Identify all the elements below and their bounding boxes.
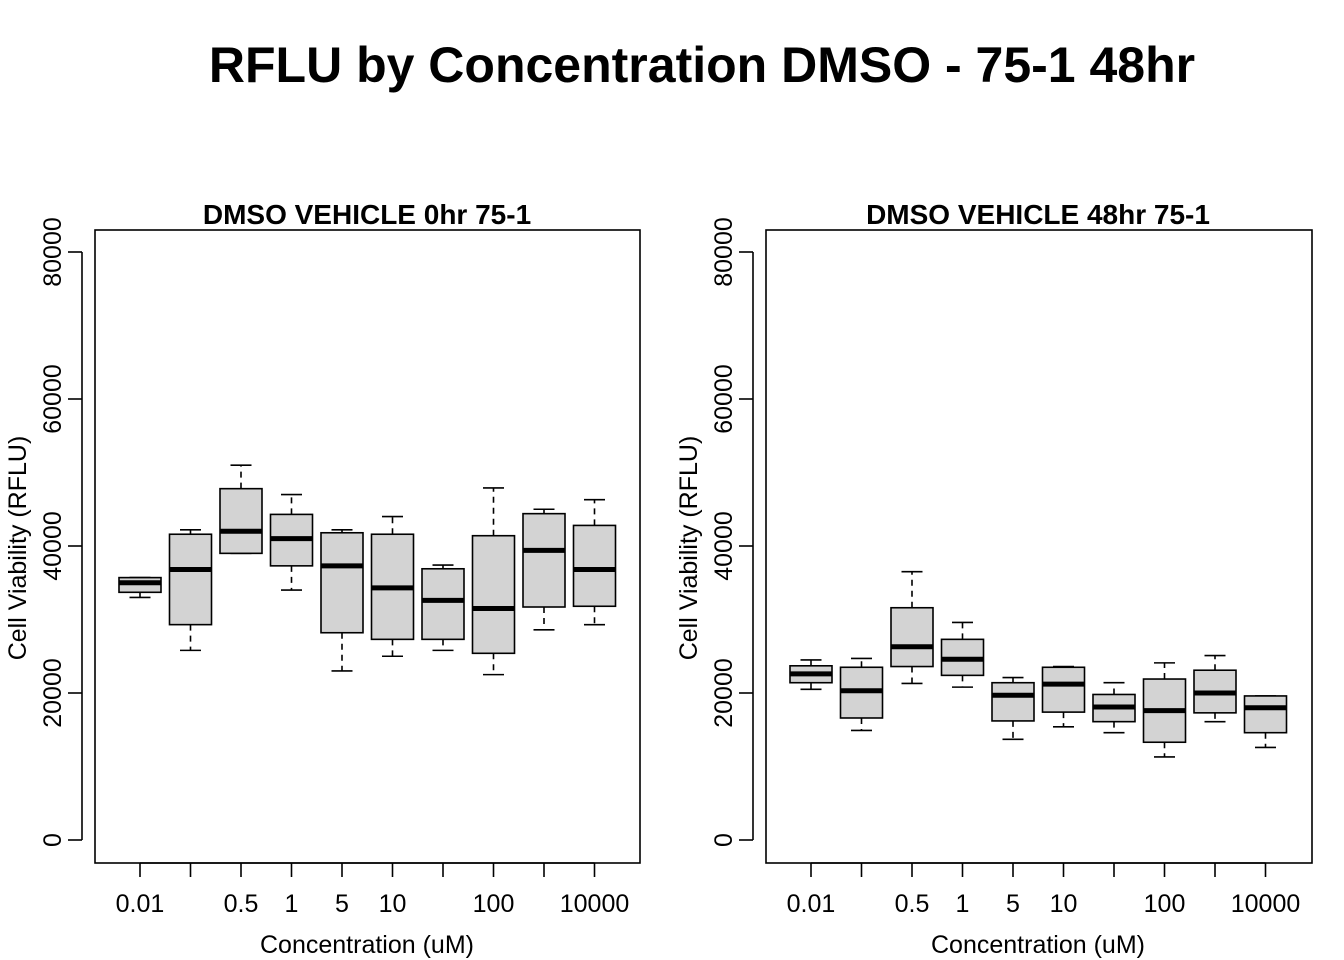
panel-48hr-boxes [789,570,1288,758]
panel-0hr-box-0.1 [168,529,213,652]
panel-0hr-x-tick-label: 100 [473,890,515,918]
panel-48hr-x-tick-label: 5 [1006,890,1020,918]
panel-0hr-x-tick-label: 10 [379,890,407,918]
panel-0hr-x-tick-label: 10000 [560,890,630,918]
box-iqr [219,487,263,555]
box-iqr [168,533,213,626]
panel-48hr-x-axis-label: Concentration (uM) [931,931,1145,959]
panel-0hr-box-1 [269,493,314,591]
panel-0hr-x-tick-label: 1 [285,890,299,918]
panel-0hr-title: DMSO VEHICLE 0hr 75-1 [203,199,531,230]
panel-48hr-y-tick-label: 0 [710,833,738,847]
panel-48hr-box-100 [1142,662,1187,758]
panel-0hr-boxes [118,464,617,676]
box-iqr [471,534,516,655]
panel-0hr-x-tick-label: 5 [335,890,349,918]
panel-48hr-x-tick-label: 1 [956,890,970,918]
panel-0hr-y-axis: 0 20000 40000 60000 80000 [39,217,83,847]
panel-48hr-title: DMSO VEHICLE 48hr 75-1 [866,199,1210,230]
box-iqr [991,681,1035,722]
panel-48hr-box-0.1 [839,657,884,732]
panel-0hr-x-axis: 0.01 0.5 1 5 10 100 10000 [116,862,630,918]
panel-48hr-y-axis: 0 20000 40000 60000 80000 [710,217,754,847]
panel-48hr-box-0.5 [890,570,934,685]
panel-48hr-box-5 [991,676,1035,741]
panel-0hr-y-tick-label: 60000 [39,364,67,434]
panel-48hr-y-tick-label: 20000 [710,658,738,728]
panel-48hr-y-axis-label: Cell Viability (RFLU) [675,436,703,661]
box-iqr [320,531,364,634]
panel-0hr-box-100 [471,487,516,676]
panel-0hr-y-tick-label: 80000 [39,217,67,287]
panel-48hr-box-1 [940,621,985,688]
panel-48hr-y-tick-label: 60000 [710,364,738,434]
panel-0hr-box-0.5 [219,464,263,555]
panel-0hr-x-tick-label: 0.5 [224,890,259,918]
panel-48hr-x-tick-label: 10000 [1231,890,1301,918]
panel-48hr-box-1000 [1193,654,1237,723]
panel-48hr-y-tick-label: 80000 [710,217,738,287]
box-iqr [421,567,465,641]
panel-48hr-box-10 [1041,665,1086,728]
panel-48hr-box-50 [1092,681,1136,734]
panel-48hr-x-tick-label: 10 [1050,890,1078,918]
box-iqr [1041,666,1086,713]
panel-0hr-y-tick-label: 20000 [39,658,67,728]
panel-0hr-x-axis-label: Concentration (uM) [260,931,474,959]
panel-48hr-x-tick-label: 0.5 [895,890,930,918]
box-iqr [890,606,934,668]
panel-48hr-box-10000 [1243,695,1288,749]
panel-0hr-box-10000 [572,498,617,626]
panel-48hr-x-tick-label: 0.01 [787,890,836,918]
box-iqr [522,512,566,608]
panel-48hr-box-0.01 [789,659,833,691]
panel-0hr-box-5 [320,529,364,672]
panel-0hr-y-axis-label: Cell Viability (RFLU) [4,436,32,661]
panel-0hr-y-tick-label: 40000 [39,511,67,581]
panel-48hr-y-tick-label: 40000 [710,511,738,581]
panel-48hr-plot-frame [765,229,1313,864]
box-iqr [572,524,617,608]
panel-48hr-x-axis: 0.01 0.5 1 5 10 100 10000 [787,862,1301,918]
panel-48hr-x-tick-label: 100 [1144,890,1186,918]
panel-0hr-box-10 [370,515,415,658]
panel-0hr-x-tick-label: 0.01 [116,890,165,918]
panel-0hr-box-50 [421,564,465,652]
panel-0hr-box-0.01 [118,576,162,599]
panel-0hr-y-tick-label: 0 [39,833,67,847]
panel-0hr: DMSO VEHICLE 0hr 75-1 0 20000 40000 60000 80… [4,199,641,959]
panel-48hr: DMSO VEHICLE 48hr 75-1 0 20000 40000 60000 8… [675,199,1313,959]
panel-0hr-box-1000 [522,508,566,631]
figure-title: RFLU by Concentration DMSO - 75-1 48hr [209,37,1195,93]
box-iqr [1243,695,1288,734]
